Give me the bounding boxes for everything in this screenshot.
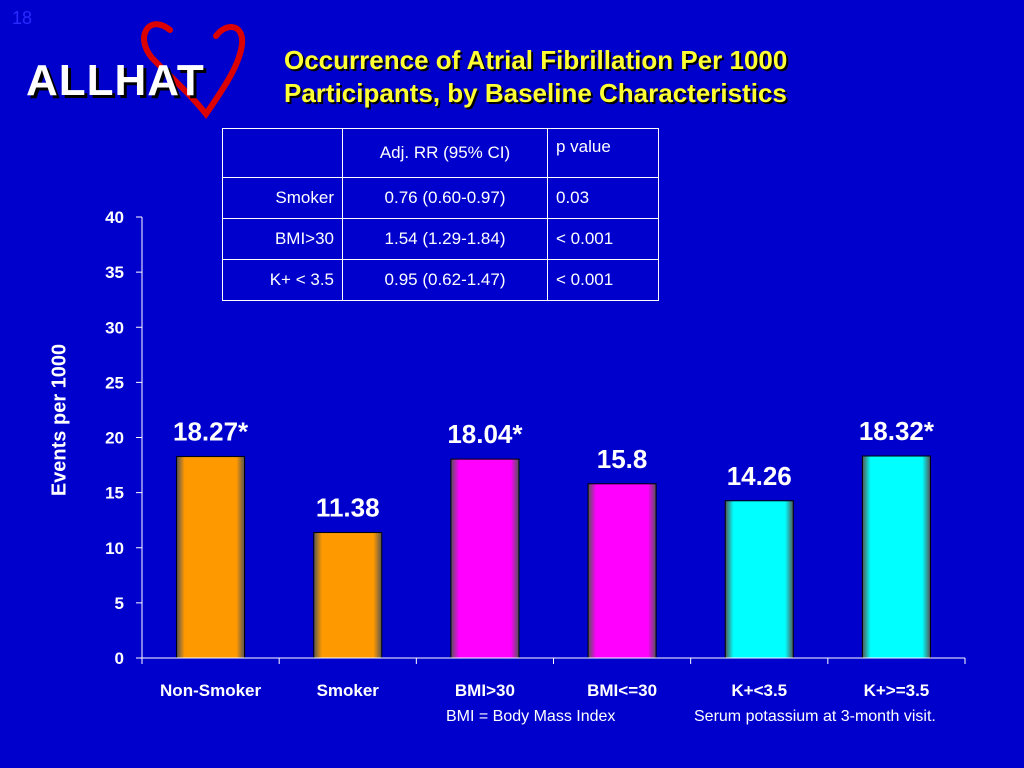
- table-cell: Smoker: [222, 177, 343, 219]
- data-label: 18.32*: [859, 416, 935, 446]
- data-label: 11.38: [316, 493, 380, 523]
- table-cell: < 0.001: [547, 218, 659, 260]
- x-tick-label: K+>=3.5: [864, 681, 930, 700]
- table-cell: 0.95 (0.62-1.47): [342, 259, 548, 301]
- x-tick-label: K+<3.5: [731, 681, 787, 700]
- table-cell: 0.03: [547, 177, 659, 219]
- bar-bmi-30: [587, 483, 657, 659]
- bar-bmi-30: [450, 458, 520, 659]
- table-row: BMI>30 1.54 (1.29-1.84) < 0.001: [222, 218, 659, 260]
- title-line-2: Participants, by Baseline Characteristic…: [284, 78, 787, 108]
- table-header-row: Adj. RR (95% CI) p value: [222, 128, 659, 178]
- y-tick-label: 5: [115, 594, 124, 613]
- y-tick-label: 20: [105, 429, 124, 448]
- bar-k-3-5: [861, 455, 931, 659]
- table-row: K+ < 3.5 0.95 (0.62-1.47) < 0.001: [222, 259, 659, 301]
- table-header-cell: Adj. RR (95% CI): [342, 128, 548, 178]
- x-tick-label: BMI<=30: [587, 681, 657, 700]
- allhat-logo: ALLHAT: [20, 18, 260, 128]
- table-header-cell: [222, 128, 343, 178]
- y-tick-label: 40: [105, 208, 124, 227]
- bar-smoker: [313, 532, 383, 659]
- x-tick-label: Non-Smoker: [160, 681, 261, 700]
- table-cell: < 0.001: [547, 259, 659, 301]
- data-label: 15.8: [597, 444, 648, 474]
- x-tick-label: Smoker: [317, 681, 380, 700]
- heart-icon: [141, 21, 246, 120]
- y-tick-label: 10: [105, 539, 124, 558]
- table-header-cell: p value: [547, 128, 659, 178]
- page-title: Occurrence of Atrial Fibrillation Per 10…: [284, 44, 984, 110]
- data-label: 18.04*: [447, 419, 523, 449]
- title-line-1: Occurrence of Atrial Fibrillation Per 10…: [284, 45, 788, 75]
- data-label: 14.26: [727, 461, 792, 491]
- footnote-potassium: Serum potassium at 3-month visit.: [694, 708, 936, 725]
- logo-text: ALLHAT: [26, 56, 205, 105]
- table-cell: 1.54 (1.29-1.84): [342, 218, 548, 260]
- y-tick-label: 25: [105, 373, 124, 392]
- slide-number: 18: [12, 8, 33, 28]
- y-tick-label: 30: [105, 318, 124, 337]
- footnote-bmi: BMI = Body Mass Index: [446, 708, 616, 725]
- table-cell: BMI>30: [222, 218, 343, 260]
- y-tick-label: 35: [105, 263, 124, 282]
- bar-k-3-5: [724, 500, 794, 659]
- y-tick-label: 0: [115, 649, 124, 668]
- y-tick-label: 15: [105, 484, 124, 503]
- x-tick-label: BMI>30: [455, 681, 515, 700]
- bar-non-smoker: [176, 456, 246, 659]
- data-label: 18.27*: [173, 417, 249, 447]
- table-cell: K+ < 3.5: [222, 259, 343, 301]
- relative-risk-table: Adj. RR (95% CI) p value Smoker 0.76 (0.…: [222, 128, 659, 301]
